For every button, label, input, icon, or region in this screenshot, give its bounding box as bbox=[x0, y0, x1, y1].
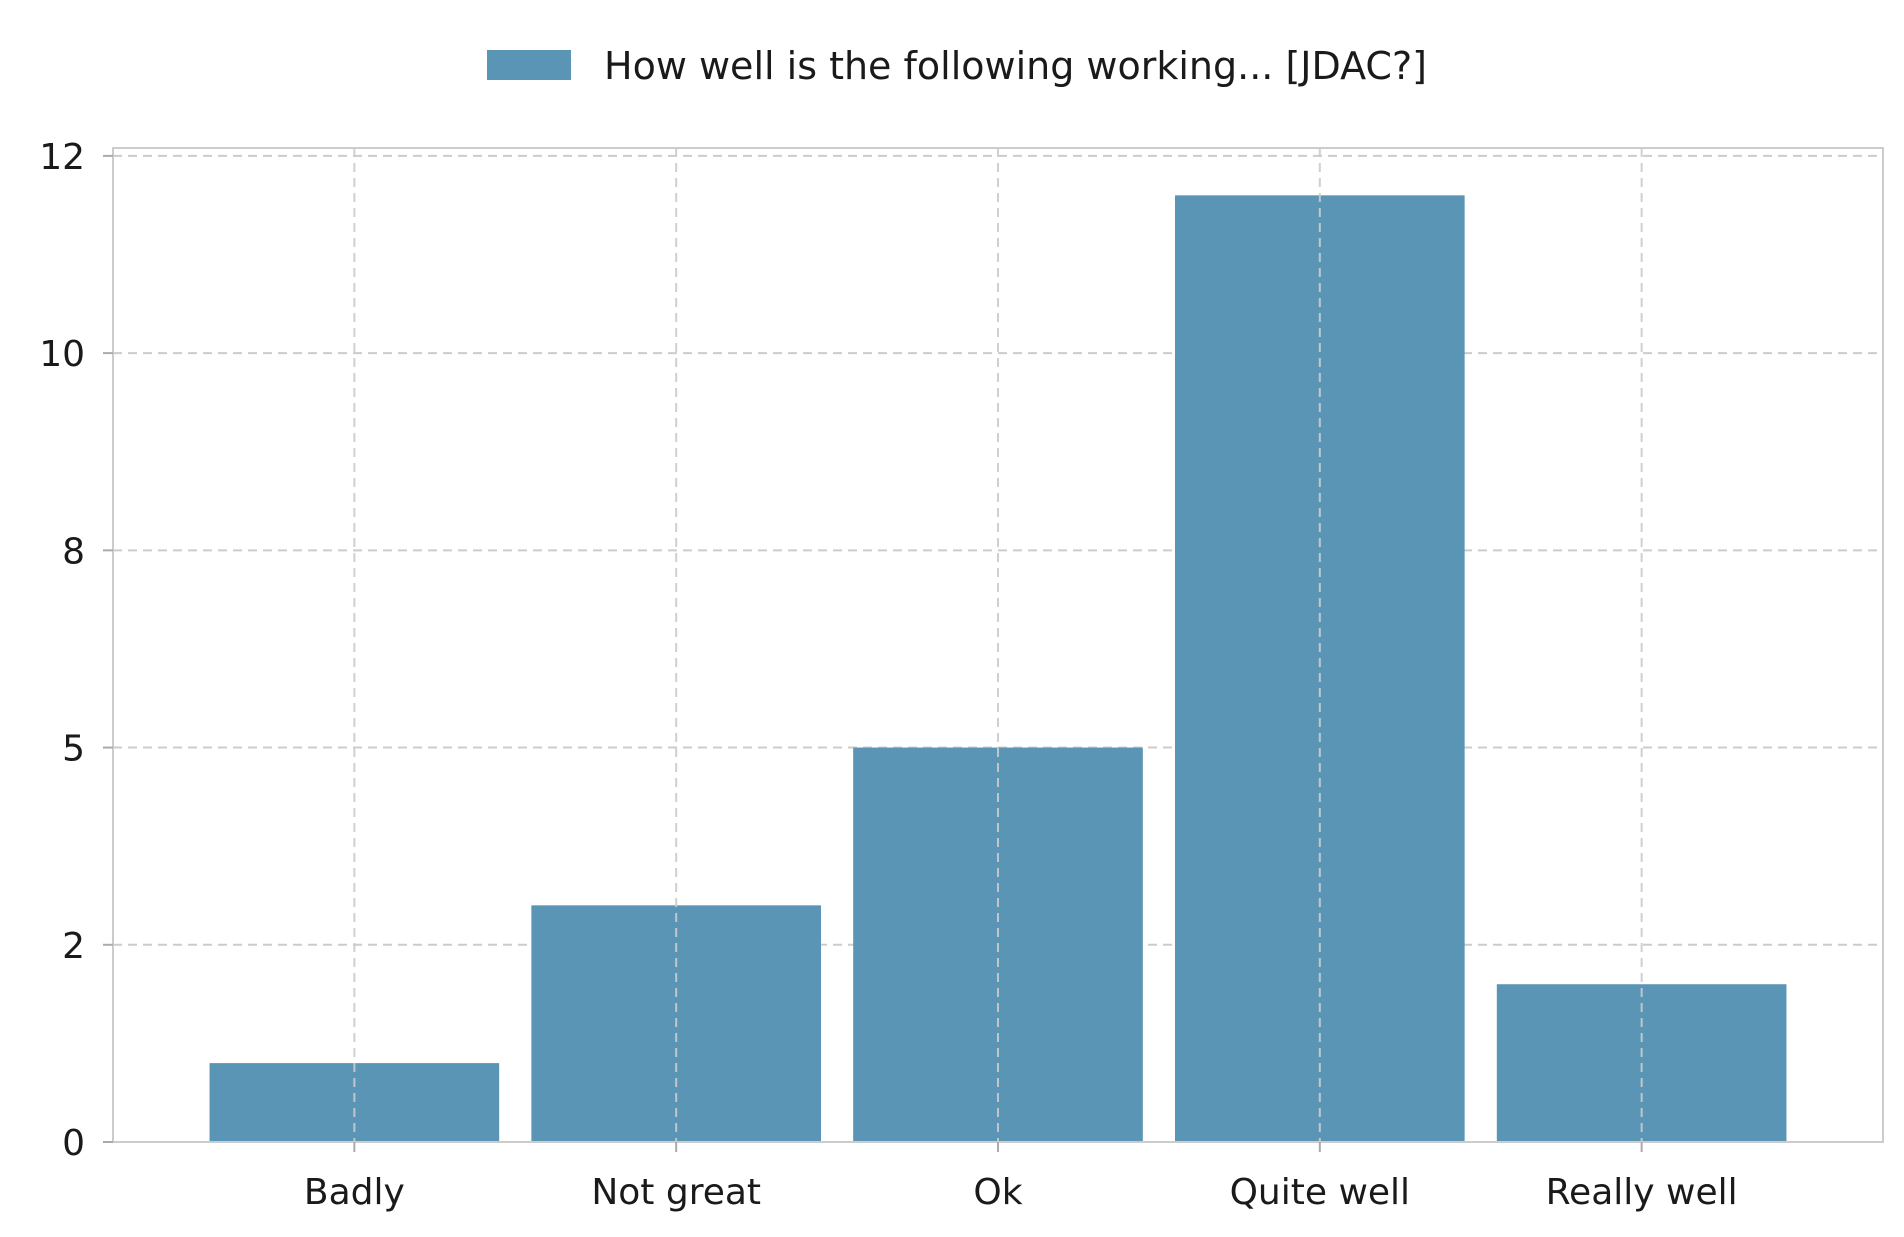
bar bbox=[1175, 195, 1465, 1143]
y-tick-label: 0 bbox=[62, 1123, 85, 1164]
y-tick-label: 8 bbox=[62, 531, 85, 572]
y-tick-label: 5 bbox=[62, 729, 85, 770]
x-tick-label: Badly bbox=[304, 1172, 405, 1213]
legend-label: How well is the following working... [JD… bbox=[604, 44, 1427, 88]
y-tick-label: 2 bbox=[62, 926, 85, 967]
x-tick-label: Ok bbox=[973, 1172, 1022, 1213]
y-tick-labels: 0 2 5 8 10 12 bbox=[39, 137, 85, 1164]
x-tick-labels: Badly Not great Ok Quite well Really well bbox=[304, 1172, 1738, 1213]
bars bbox=[209, 195, 1787, 1143]
x-tick-label: Really well bbox=[1546, 1172, 1738, 1213]
axis-ticks bbox=[103, 154, 1643, 1152]
legend-swatch bbox=[487, 50, 571, 80]
y-tick-label: 12 bbox=[39, 137, 85, 178]
x-tick-label: Quite well bbox=[1230, 1172, 1410, 1213]
y-tick-label: 10 bbox=[39, 334, 85, 375]
legend: How well is the following working... [JD… bbox=[487, 44, 1427, 88]
x-tick-label: Not great bbox=[591, 1172, 761, 1213]
